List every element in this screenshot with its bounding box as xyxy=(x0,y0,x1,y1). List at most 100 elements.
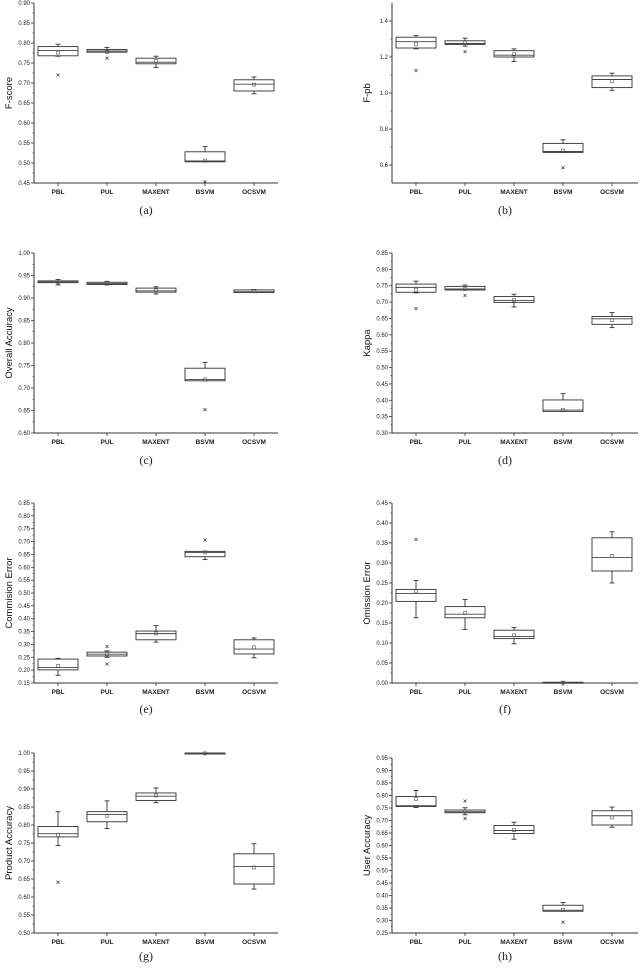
x-category-label: PUL xyxy=(459,939,472,946)
mean-marker-icon xyxy=(105,281,109,286)
y-tick-label: 0.80 xyxy=(18,41,30,47)
box-pul xyxy=(86,644,128,666)
y-tick-label: 0.55 xyxy=(18,913,30,919)
y-tick-label: 0.85 xyxy=(376,251,388,257)
y-tick-label: 0.75 xyxy=(376,284,388,290)
y-tick-label: 0.40 xyxy=(376,521,388,527)
mean-marker-icon xyxy=(105,49,109,54)
y-tick-label: 0.80 xyxy=(18,341,30,347)
y-tick-label: 0.45 xyxy=(376,382,388,388)
x-category-label: BSVM xyxy=(554,689,573,696)
box-bsvm xyxy=(184,146,226,184)
panel-caption: (b) xyxy=(498,203,512,217)
box-iqr xyxy=(591,316,633,325)
box-pbl xyxy=(395,280,437,311)
outlier-x-icon xyxy=(463,293,467,298)
y-tick-label: 0.30 xyxy=(376,561,388,567)
box-pul xyxy=(86,46,128,60)
x-category-label: PBL xyxy=(52,189,65,196)
box-maxent xyxy=(493,48,535,62)
box-iqr xyxy=(184,151,226,163)
y-tick-label: 0.65 xyxy=(376,831,388,837)
box-iqr xyxy=(395,36,437,49)
mean-marker-icon xyxy=(105,813,109,818)
outlier-x-icon xyxy=(561,165,565,170)
y-tick-label: 0.60 xyxy=(376,844,388,850)
mean-marker-icon xyxy=(154,631,158,636)
outlier-x-icon xyxy=(561,920,565,924)
box-bsvm xyxy=(542,902,584,924)
y-tick-label: 0.65 xyxy=(18,877,30,883)
box-iqr xyxy=(233,79,275,92)
box-ocsvm xyxy=(233,289,275,294)
y-axis-title: F-pb xyxy=(362,83,373,103)
x-category-label: OCSVM xyxy=(242,689,266,696)
x-category-label: MAXENT xyxy=(142,939,169,946)
y-tick-label: 0.70 xyxy=(18,540,30,546)
y-tick-label: 0.55 xyxy=(18,141,30,147)
y-tick-label: 0.80 xyxy=(376,794,388,800)
y-tick-label: 0.05 xyxy=(376,661,388,667)
mean-marker-icon xyxy=(252,865,256,870)
x-category-label: PBL xyxy=(52,689,65,696)
mean-marker-icon xyxy=(154,59,158,63)
x-category-label: OCSVM xyxy=(600,189,624,196)
y-tick-label: 0.85 xyxy=(18,21,30,27)
box-iqr xyxy=(86,811,128,823)
mean-marker-icon xyxy=(203,158,207,163)
mean-marker-icon xyxy=(561,680,565,685)
outlier-x-icon xyxy=(414,537,418,542)
y-axis-title: User Accuracy xyxy=(362,815,373,876)
mean-marker-icon xyxy=(512,828,516,832)
mean-marker-icon xyxy=(203,751,207,756)
mean-marker-icon xyxy=(512,297,516,302)
y-axis-title: Omission Error xyxy=(362,561,373,624)
y-tick-label: 0.90 xyxy=(376,769,388,775)
box-pul xyxy=(444,799,486,821)
y-tick-label: 0.80 xyxy=(18,823,30,829)
box-maxent xyxy=(493,626,535,645)
mean-marker-icon xyxy=(610,79,614,84)
mean-marker-icon xyxy=(561,148,565,153)
x-category-label: PUL xyxy=(459,189,472,196)
x-category-label: MAXENT xyxy=(500,189,527,196)
mean-marker-icon xyxy=(56,833,60,837)
box-maxent xyxy=(135,625,177,643)
y-tick-label: 0.40 xyxy=(18,617,30,623)
outlier-x-icon xyxy=(463,49,467,54)
mean-marker-icon xyxy=(56,280,60,285)
y-tick-label: 0.70 xyxy=(18,81,30,87)
box-iqr xyxy=(493,296,535,303)
chart-panel-a: 0.45 0.50 0.55 0.60 0.65 0.70 0.75 0.80 0.85 0.90… xyxy=(4,1,278,217)
x-category-label: PBL xyxy=(410,439,423,446)
box-iqr xyxy=(444,285,486,291)
x-category-label: OCSVM xyxy=(600,439,624,446)
box-pbl xyxy=(395,790,437,808)
y-axis-title: F-score xyxy=(4,77,15,109)
box-iqr xyxy=(233,639,275,655)
mean-marker-icon xyxy=(463,287,467,291)
x-category-label: PUL xyxy=(101,939,114,946)
y-tick-label: 0.60 xyxy=(18,565,30,571)
box-pul xyxy=(86,280,128,286)
y-tick-label: 0.35 xyxy=(376,415,388,421)
x-category-label: OCSVM xyxy=(242,439,266,446)
x-category-label: MAXENT xyxy=(500,439,527,446)
chart-panel-g: 0.50 0.55 0.60 0.65 0.70 0.75 0.80 0.85 0.90 0.95… xyxy=(4,751,278,963)
box-iqr xyxy=(591,810,633,826)
box-bsvm xyxy=(184,361,226,412)
y-tick-label: 0.50 xyxy=(18,931,30,937)
outlier-x-icon xyxy=(203,180,207,184)
y-tick-label: 0.15 xyxy=(376,621,388,627)
x-category-label: MAXENT xyxy=(142,189,169,196)
mean-marker-icon xyxy=(252,645,256,650)
mean-marker-icon xyxy=(610,815,614,820)
panel-caption: (e) xyxy=(139,702,152,716)
mean-marker-icon xyxy=(414,42,418,47)
box-iqr xyxy=(493,629,535,640)
box-bsvm xyxy=(542,680,584,685)
y-tick-label: 0.25 xyxy=(376,931,388,937)
box-iqr xyxy=(395,588,437,602)
y-tick-label: 1.00 xyxy=(18,251,30,257)
